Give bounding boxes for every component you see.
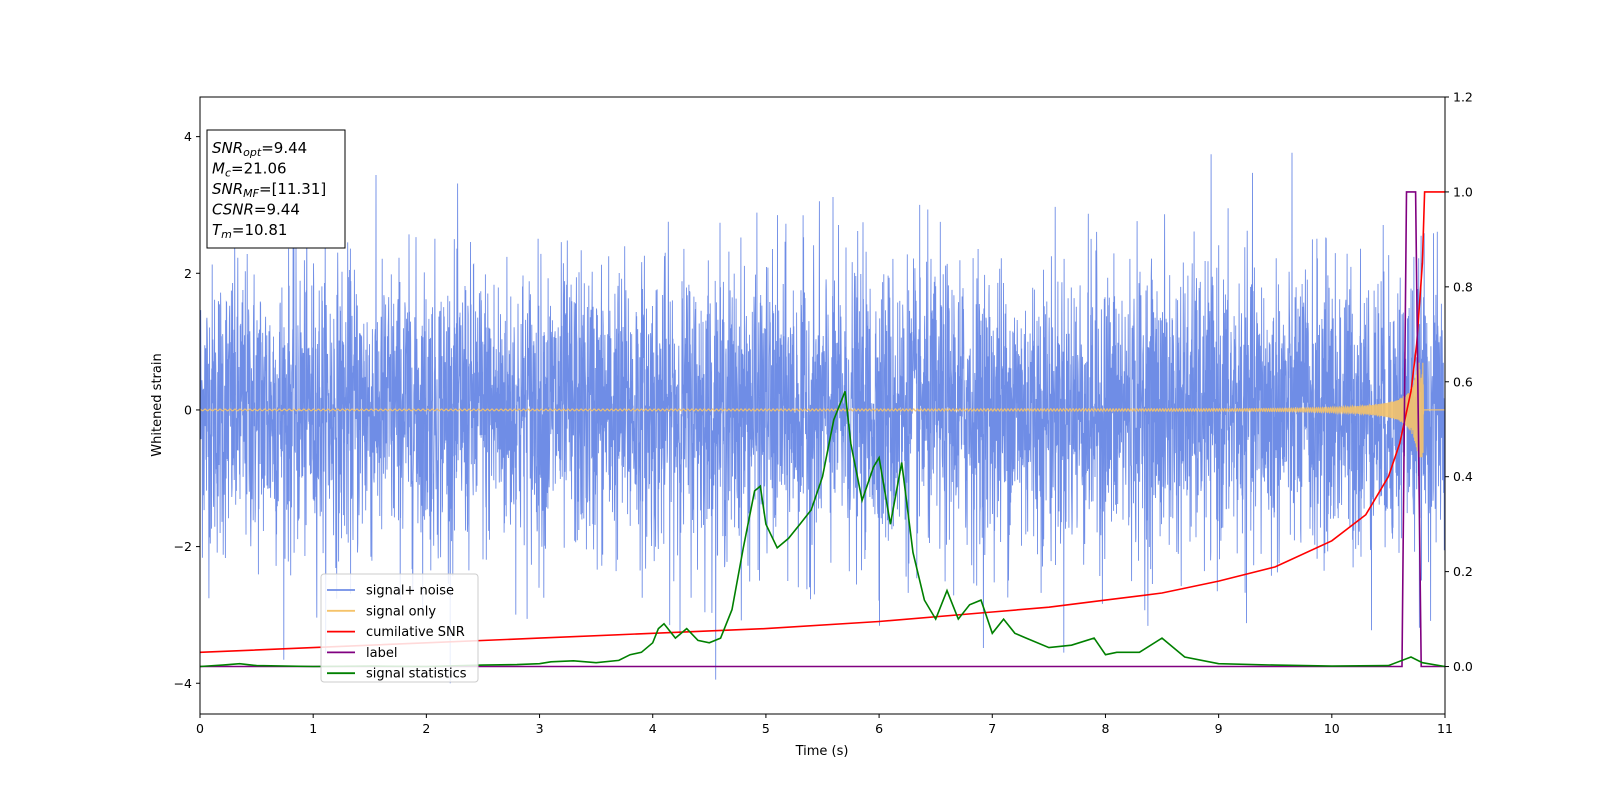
x-tick-label: 0 bbox=[196, 721, 204, 736]
legend-entry: cumilative SNR bbox=[366, 625, 465, 640]
legend-entry: signal only bbox=[366, 604, 436, 619]
x-tick-label: 2 bbox=[422, 721, 430, 736]
series-signal-noise bbox=[200, 152, 1445, 684]
info-value: =9.44 bbox=[261, 139, 307, 157]
y-tick-label-left: −2 bbox=[174, 539, 192, 554]
x-tick-label: 1 bbox=[309, 721, 317, 736]
x-tick-label: 11 bbox=[1437, 721, 1453, 736]
plot-frame bbox=[199, 96, 1446, 715]
y-tick-label-left: 2 bbox=[184, 266, 192, 281]
y-tick-label-right: 0.8 bbox=[1453, 279, 1473, 294]
info-value: =21.06 bbox=[231, 160, 287, 178]
x-tick-label: 9 bbox=[1215, 721, 1223, 736]
info-box-line: SNRMF=[11.31] bbox=[212, 180, 326, 200]
series-cumilative-snr bbox=[200, 191, 1445, 654]
x-tick-label: 10 bbox=[1324, 721, 1340, 736]
info-value: =[11.31] bbox=[259, 180, 326, 198]
info-symbol: M bbox=[212, 160, 225, 178]
y-tick-label-right: 0.6 bbox=[1453, 374, 1473, 389]
y-tick-label-right: 0.4 bbox=[1453, 469, 1473, 484]
info-subscript: MF bbox=[243, 187, 259, 200]
info-symbol: T bbox=[212, 221, 223, 239]
info-box-line: Mc=21.06 bbox=[212, 160, 287, 180]
info-box-line: SNRopt=9.44 bbox=[212, 139, 307, 159]
series-signal-statistics bbox=[200, 391, 1445, 668]
x-axis-label: Time (s) bbox=[795, 744, 849, 759]
info-subscript: c bbox=[225, 167, 231, 180]
legend-entry: label bbox=[366, 646, 397, 661]
info-box-line: Tm=10.81 bbox=[212, 221, 287, 241]
info-box-frame bbox=[206, 129, 346, 249]
legend-entry: signal+ noise bbox=[366, 584, 454, 599]
info-box: SNRopt=9.44Mc=21.06SNRMF=[11.31]CSNR=9.4… bbox=[206, 129, 346, 249]
y-tick-label-left: −4 bbox=[174, 676, 192, 691]
x-axis: 0 1 2 3 4 5 6 7 8 9 10 11 bbox=[196, 714, 1453, 736]
series-label bbox=[200, 191, 1445, 668]
x-tick-label: 3 bbox=[536, 721, 544, 736]
y-tick-label-right: 1.2 bbox=[1453, 90, 1473, 105]
y-tick-label-right: 0.0 bbox=[1453, 659, 1473, 674]
x-tick-label: 4 bbox=[649, 721, 657, 736]
info-symbol: SNR bbox=[212, 139, 243, 157]
info-symbol: SNR bbox=[212, 180, 243, 198]
y-tick-label-left: 4 bbox=[184, 129, 192, 144]
series-signal-only bbox=[200, 362, 1445, 458]
y-tick-label-right: 1.0 bbox=[1453, 184, 1473, 199]
legend-entry: signal statistics bbox=[366, 667, 467, 682]
y-axis-label: Whitened strain bbox=[150, 353, 165, 456]
series-layer bbox=[200, 152, 1445, 684]
x-tick-label: 5 bbox=[762, 721, 770, 736]
legend-frame bbox=[320, 573, 479, 683]
info-value: =10.81 bbox=[232, 221, 288, 239]
y-axis-left: −4 −2 0 2 4 bbox=[174, 129, 200, 691]
info-box-line: CSNR=9.44 bbox=[212, 201, 300, 219]
x-tick-label: 6 bbox=[875, 721, 883, 736]
y-axis-right: 0.0 0.2 0.4 0.6 0.8 1.0 1.2 bbox=[1445, 90, 1473, 674]
info-subscript: opt bbox=[243, 146, 262, 159]
y-tick-label-right: 0.2 bbox=[1453, 564, 1473, 579]
x-tick-label: 7 bbox=[988, 721, 996, 736]
info-subscript: m bbox=[221, 228, 232, 241]
legend: signal+ noise signal only cumilative SNR la… bbox=[320, 573, 479, 683]
x-tick-label: 8 bbox=[1101, 721, 1109, 736]
info-value: =9.44 bbox=[254, 201, 300, 219]
info-symbol: CSNR bbox=[212, 201, 254, 219]
y-tick-label-left: 0 bbox=[184, 402, 192, 417]
